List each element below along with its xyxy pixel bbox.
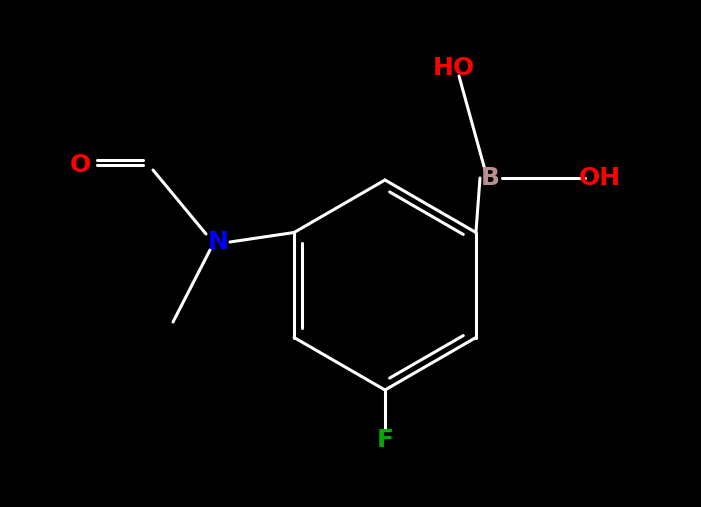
Text: HO: HO — [433, 56, 475, 80]
Text: B: B — [480, 166, 500, 190]
Text: OH: OH — [579, 166, 621, 190]
Text: N: N — [207, 230, 229, 254]
Text: O: O — [69, 153, 90, 177]
Text: F: F — [376, 428, 393, 452]
